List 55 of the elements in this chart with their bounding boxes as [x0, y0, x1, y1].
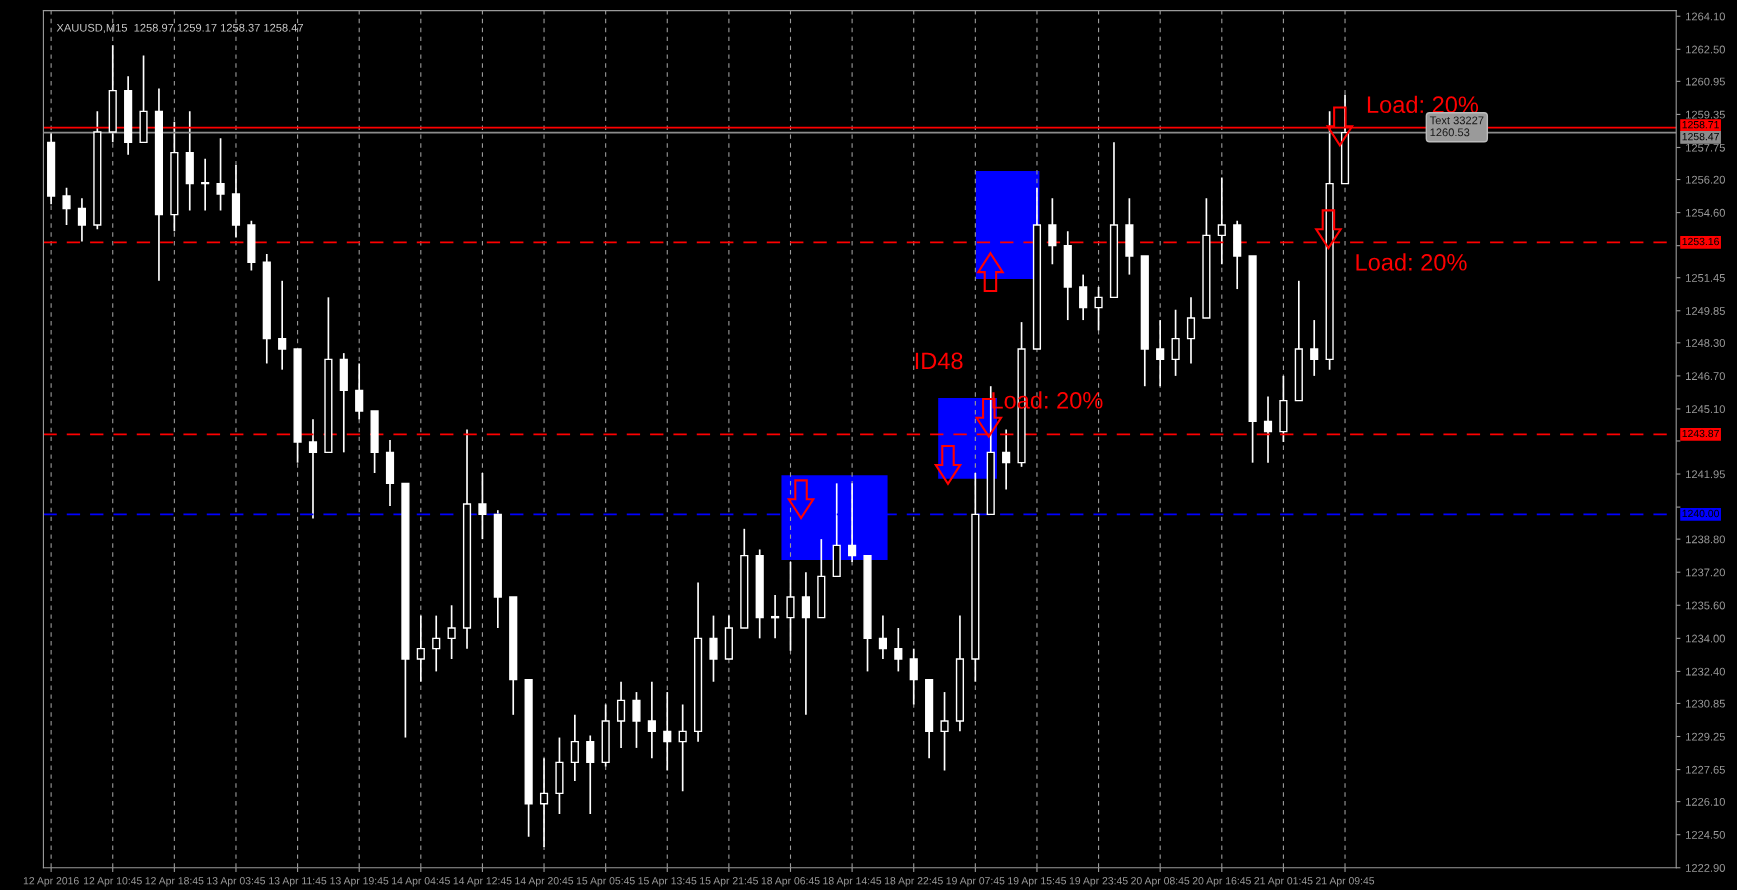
y-tick-label: 1257.75: [1686, 143, 1725, 152]
y-tick-label: 1229.25: [1686, 732, 1725, 741]
x-tick-label: 19 Apr 23:45: [1069, 877, 1128, 887]
y-tick-label: 1227.65: [1686, 765, 1725, 774]
x-tick-label: 14 Apr 12:45: [453, 877, 512, 887]
y-tick-label: 1249.85: [1686, 307, 1725, 315]
x-tick-label: 13 Apr 03:45: [207, 877, 266, 887]
x-tick-label: 14 Apr 04:45: [392, 877, 450, 887]
y-tick-label: 1235.60: [1686, 601, 1725, 610]
x-tick-label: 21 Apr 01:45: [1254, 877, 1313, 887]
x-tick-label: 15 Apr 05:45: [576, 877, 635, 887]
x-tick-label: 19 Apr 15:45: [1008, 877, 1067, 887]
y-tick-label: 1238.80: [1686, 535, 1725, 544]
x-tick-label: 13 Apr 11:45: [269, 877, 327, 887]
x-tick-label: 20 Apr 16:45: [1192, 877, 1251, 887]
y-tick-label: 1259.35: [1686, 110, 1725, 119]
y-tick-label: 1230.85: [1686, 699, 1725, 708]
x-tick-label: 14 Apr 20:45: [515, 877, 574, 887]
x-tick-label: 15 Apr 21:45: [700, 877, 758, 887]
x-tick-label: 18 Apr 06:45: [761, 877, 820, 887]
x-tick-label: 13 Apr 19:45: [330, 877, 389, 887]
x-tick-label: 15 Apr 13:45: [638, 877, 697, 887]
y-tick-label: 1251.45: [1686, 273, 1725, 282]
y-tick-label: 1246.70: [1686, 372, 1725, 381]
y-tick-label: 1234.00: [1686, 634, 1725, 643]
annotation: ID48: [915, 352, 963, 370]
x-tick-label: 12 Apr 10:45: [84, 877, 142, 887]
y-tick-label: 1262.50: [1686, 45, 1725, 54]
y-tick-label: 1254.60: [1686, 208, 1725, 217]
y-tick-label: 1224.50: [1686, 830, 1725, 839]
y-tick-label: 1232.40: [1686, 667, 1725, 676]
y-tick-label: 1248.30: [1686, 339, 1725, 347]
y-tick-label: 1260.95: [1686, 77, 1725, 86]
text: XAUUSD,M15 1258.97 1259.17 1258.37 1258.47: [56, 23, 304, 34]
y-tick-label: 1241.95: [1686, 470, 1725, 479]
y-tick-label: 1237.20: [1686, 568, 1725, 577]
y-tick-label: 1245.10: [1686, 405, 1725, 414]
x-tick-label: 12 Apr 2016: [23, 877, 79, 887]
x-tick-label: 12 Apr 18:45: [145, 877, 204, 887]
annotation: Text 33227 1260.53: [1429, 116, 1484, 137]
x-tick-label: 20 Apr 08:45: [1131, 877, 1190, 887]
y-tick-label: 1226.10: [1686, 797, 1725, 806]
x-tick-label: 21 Apr 09:45: [1316, 877, 1375, 887]
ref-line-label: 1258.47: [1682, 132, 1719, 141]
annotation: Load: 20%: [1356, 253, 1467, 271]
ref-line-label: 1243.87: [1682, 429, 1719, 438]
x-tick-label: 18 Apr 22:45: [884, 877, 943, 887]
x-tick-label: 18 Apr 14:45: [823, 877, 882, 887]
ref-line-label: 1258.71: [1682, 120, 1719, 129]
y-tick-label: 1264.10: [1686, 12, 1725, 21]
y-tick-label: 1222.90: [1686, 864, 1725, 872]
ref-line-label: 1253.16: [1682, 237, 1719, 246]
y-tick-label: 1256.20: [1686, 175, 1725, 184]
x-tick-label: 19 Apr 07:45: [946, 877, 1005, 887]
ref-line-label: 1240.00: [1682, 509, 1720, 518]
